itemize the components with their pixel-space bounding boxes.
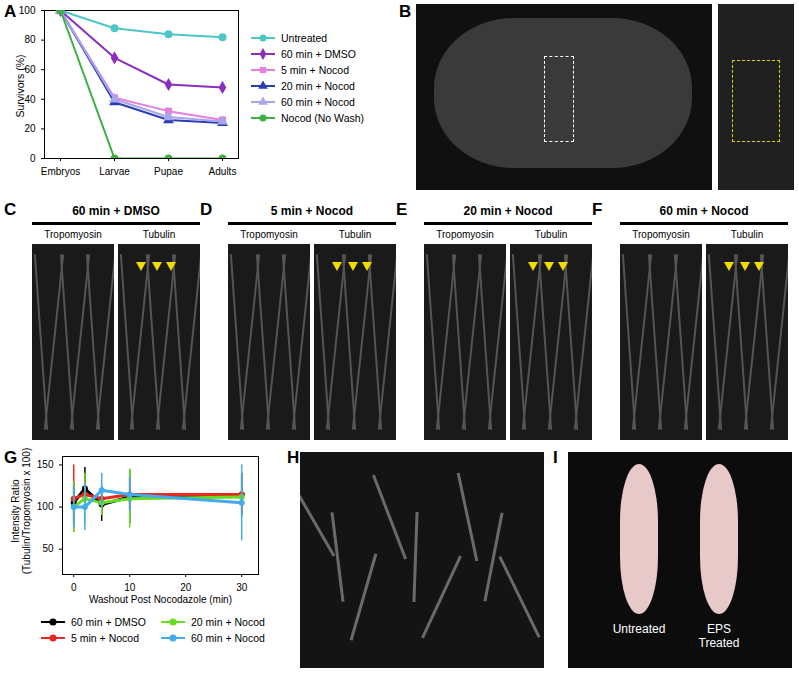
svg-text:10: 10 xyxy=(124,582,136,593)
html-text:Tubulin: Tubulin xyxy=(142,229,176,240)
html-text:E: E xyxy=(396,200,408,219)
html-text:Intensity Ratio (Tubulin/Tropo: Intensity Ratio (Tubulin/Tropomyosin x 1… xyxy=(10,447,32,575)
svg-text:Washout Post Nocodazole (min): Washout Post Nocodazole (min) xyxy=(89,594,232,605)
svg-text:80: 80 xyxy=(24,34,36,45)
svg-text:40: 40 xyxy=(24,94,36,105)
html-text:H: H xyxy=(287,448,300,467)
html-text:Untreated: Untreated xyxy=(281,32,328,44)
html-text:5 min + Nocod: 5 min + Nocod xyxy=(281,64,349,76)
html-text:Untreated: Untreated xyxy=(612,622,666,636)
html-text:Tropomyosin: Tropomyosin xyxy=(436,229,494,240)
html-text:Tubulin: Tubulin xyxy=(338,229,372,240)
html-text:20 min + Nocod: 20 min + Nocod xyxy=(463,204,553,218)
html-text:5 min + Nocod: 5 min + Nocod xyxy=(71,632,139,644)
html-text:Survivors (%): Survivors (%) xyxy=(14,54,26,118)
svg-text:0: 0 xyxy=(30,153,36,164)
html-text:60 min + Nocod: 60 min + Nocod xyxy=(659,204,749,218)
html-text:Tropomyosin: Tropomyosin xyxy=(632,229,690,240)
html-text:60 min + Nocod: 60 min + Nocod xyxy=(281,96,355,108)
html-text:D: D xyxy=(200,200,213,219)
html-text:Tropomyosin: Tropomyosin xyxy=(44,229,102,240)
svg-text:20: 20 xyxy=(180,582,192,593)
svg-text:Larvae: Larvae xyxy=(99,166,130,177)
html-text:EPS Treated: EPS Treated xyxy=(698,622,740,650)
svg-text:Embryos: Embryos xyxy=(41,166,80,177)
html-text:60 min + DMSO: 60 min + DMSO xyxy=(281,48,356,60)
svg-text:30: 30 xyxy=(236,582,248,593)
html-text:G: G xyxy=(4,448,18,467)
svg-text:100: 100 xyxy=(19,5,36,16)
html-text:Nocod (No Wash): Nocod (No Wash) xyxy=(281,112,365,124)
html-text:5 min + Nocod: 5 min + Nocod xyxy=(270,204,354,218)
svg-text:20: 20 xyxy=(24,123,36,134)
svg-text:0: 0 xyxy=(71,582,77,593)
svg-text:100: 100 xyxy=(37,501,54,512)
html-text:A: A xyxy=(4,2,17,21)
svg-text:50: 50 xyxy=(42,543,54,554)
html-text:20 min + Nocod: 20 min + Nocod xyxy=(191,616,265,628)
html-text:F: F xyxy=(592,200,603,219)
svg-text:60: 60 xyxy=(24,64,36,75)
svg-text:Pupae: Pupae xyxy=(154,166,183,177)
html-text:Tropomyosin: Tropomyosin xyxy=(240,229,298,240)
svg-text:150: 150 xyxy=(37,459,54,470)
svg-text:Adults: Adults xyxy=(209,166,237,177)
html-text:Tubulin: Tubulin xyxy=(730,229,764,240)
html-text:I: I xyxy=(553,448,558,467)
html-text:Tubulin: Tubulin xyxy=(534,229,568,240)
html-text:C: C xyxy=(4,200,17,219)
html-text:B: B xyxy=(399,2,412,21)
html-text:20 min + Nocod: 20 min + Nocod xyxy=(281,80,355,92)
html-text:60 min + DMSO: 60 min + DMSO xyxy=(72,204,160,218)
html-text:60 min + DMSO: 60 min + DMSO xyxy=(71,616,146,628)
html-text:60 min + Nocod: 60 min + Nocod xyxy=(191,632,265,644)
